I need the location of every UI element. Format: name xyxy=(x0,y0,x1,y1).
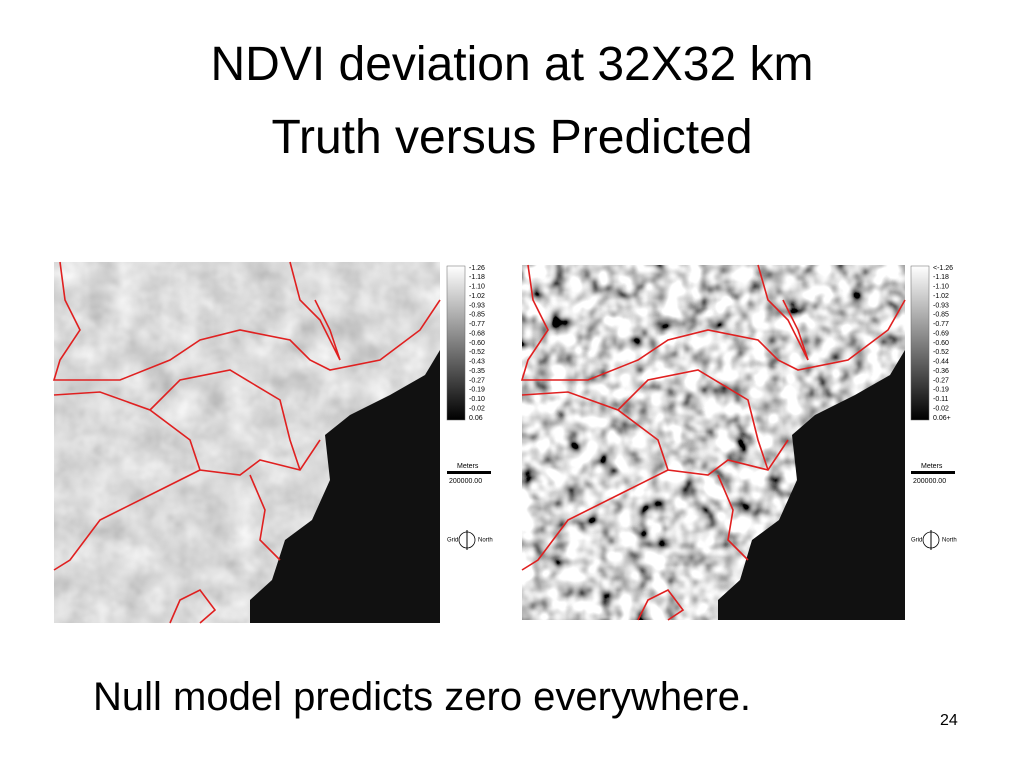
legend-label: -0.36 xyxy=(933,368,949,375)
compass-left: Grid xyxy=(447,538,458,544)
map-truth xyxy=(52,261,441,624)
legend-label: -0.19 xyxy=(933,387,949,394)
scale-bar xyxy=(911,471,955,474)
legend-label: -0.43 xyxy=(469,359,485,366)
legend-label: 0.06+ xyxy=(933,415,951,422)
caption: Null model predicts zero everywhere. xyxy=(93,675,751,719)
legend-label: -1.02 xyxy=(933,293,949,300)
legend-label: -0.52 xyxy=(469,349,485,356)
title-line: Truth versus Predicted xyxy=(271,111,752,164)
scale-unit: Meters xyxy=(457,463,479,470)
legend-label: -0.68 xyxy=(469,330,485,337)
legend-label: -0.27 xyxy=(469,377,485,384)
borders xyxy=(52,261,441,624)
legend-label: -0.85 xyxy=(933,312,949,319)
ocean xyxy=(718,350,905,620)
compass-right: North xyxy=(478,538,493,544)
scale-unit: Meters xyxy=(921,463,943,470)
legend-label: <-1.26 xyxy=(933,265,953,272)
legend-label: -0.27 xyxy=(933,377,949,384)
borders xyxy=(520,264,906,621)
legend-label: -0.02 xyxy=(933,405,949,412)
legend-label: -0.11 xyxy=(933,396,949,403)
scale-value: 200000.00 xyxy=(913,478,946,485)
legend-label: -1.18 xyxy=(933,274,949,281)
legend-label: -1.18 xyxy=(469,274,485,281)
compass-right: North xyxy=(942,538,957,544)
legend-label: -1.10 xyxy=(469,284,485,291)
legend-label: -1.26 xyxy=(469,265,485,272)
legend-label: -0.35 xyxy=(469,368,485,375)
legend-label: -0.52 xyxy=(933,349,949,356)
scale-bar xyxy=(447,471,491,474)
color-bar xyxy=(446,265,466,421)
ocean xyxy=(250,350,440,623)
legend-label: -1.10 xyxy=(933,284,949,291)
legend-label: 0.06 xyxy=(469,415,483,422)
compass-left: Grid xyxy=(911,538,922,544)
legend-label: -0.93 xyxy=(933,302,949,309)
legend-label: -1.02 xyxy=(469,293,485,300)
legend-label: -0.85 xyxy=(469,312,485,319)
map-predicted xyxy=(520,264,906,621)
legend-label: -0.19 xyxy=(469,387,485,394)
page-number: 24 xyxy=(940,712,958,729)
legend-label: -0.44 xyxy=(933,359,949,366)
legend-label: -0.93 xyxy=(469,302,485,309)
legend-label: -0.77 xyxy=(933,321,949,328)
legend-label: -0.60 xyxy=(469,340,485,347)
legend-label: -0.10 xyxy=(469,396,485,403)
legend-label: -0.77 xyxy=(469,321,485,328)
legend-label: -0.69 xyxy=(933,330,949,337)
scale-value: 200000.00 xyxy=(449,478,482,485)
legend-label: -0.60 xyxy=(933,340,949,347)
title-line: NDVI deviation at 32X32 km xyxy=(211,38,814,91)
legend-label: -0.02 xyxy=(469,405,485,412)
color-bar xyxy=(910,265,930,421)
